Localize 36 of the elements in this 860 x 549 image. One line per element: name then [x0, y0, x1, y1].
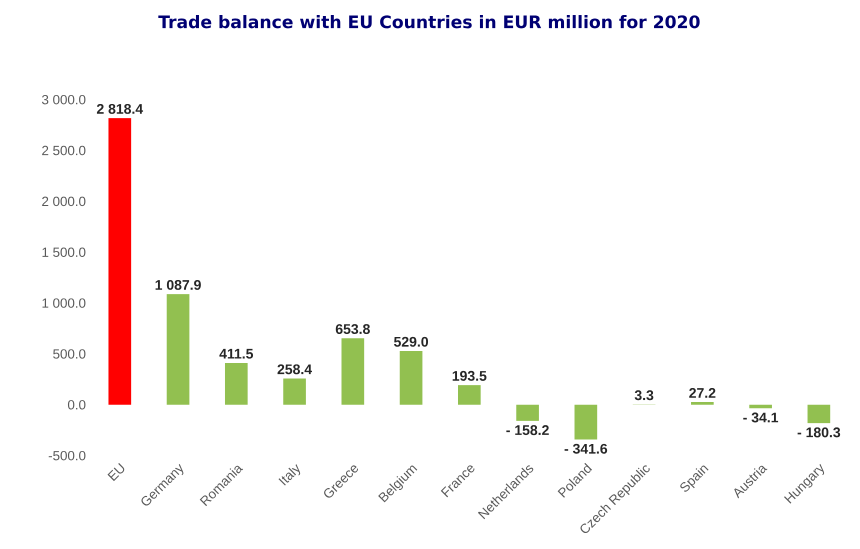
- data-label: 3.3: [634, 390, 654, 400]
- bar: [749, 404, 772, 408]
- bar: [341, 338, 364, 405]
- bar: [691, 402, 714, 405]
- bar: [400, 350, 422, 405]
- x-tick-label: Italy: [278, 464, 300, 486]
- bar: [224, 362, 248, 405]
- data-label: 27.2: [689, 388, 716, 398]
- data-label: 411.5: [219, 348, 254, 359]
- x-tick-label: EU: [107, 463, 124, 482]
- data-label: 529.0: [394, 336, 428, 347]
- y-tick-label: 500.0: [53, 349, 86, 359]
- data-label: 2 818.4: [96, 104, 144, 114]
- y-tick-label: 1 500.0: [42, 248, 86, 257]
- data-label: - 180.3: [798, 427, 840, 438]
- y-tick-label: 2 000.0: [42, 196, 86, 206]
- y-tick-label: -500.0: [48, 450, 86, 460]
- bar: [283, 378, 306, 405]
- data-label: 258.4: [278, 364, 312, 374]
- chart-title: Trade balance with EU Countries in EUR million for 2020: [158, 15, 700, 28]
- bar: [108, 118, 132, 405]
- bar: [516, 404, 539, 421]
- data-label: - 341.6: [564, 444, 608, 454]
- bar: [458, 385, 481, 405]
- data-label: 653.8: [336, 324, 370, 334]
- bar: [166, 294, 190, 405]
- y-tick-label: 3 000.0: [42, 94, 86, 104]
- y-tick-label: 0.0: [68, 400, 86, 410]
- y-tick-label: 2 500.0: [42, 146, 86, 156]
- bar: [808, 404, 830, 424]
- data-label: 193.5: [452, 370, 486, 381]
- data-label: - 158.2: [506, 425, 549, 436]
- bar: [574, 404, 598, 440]
- data-label: - 34.1: [743, 412, 778, 422]
- y-tick-label: 1 000.0: [42, 298, 86, 308]
- data-label: 1 087.9: [156, 280, 201, 290]
